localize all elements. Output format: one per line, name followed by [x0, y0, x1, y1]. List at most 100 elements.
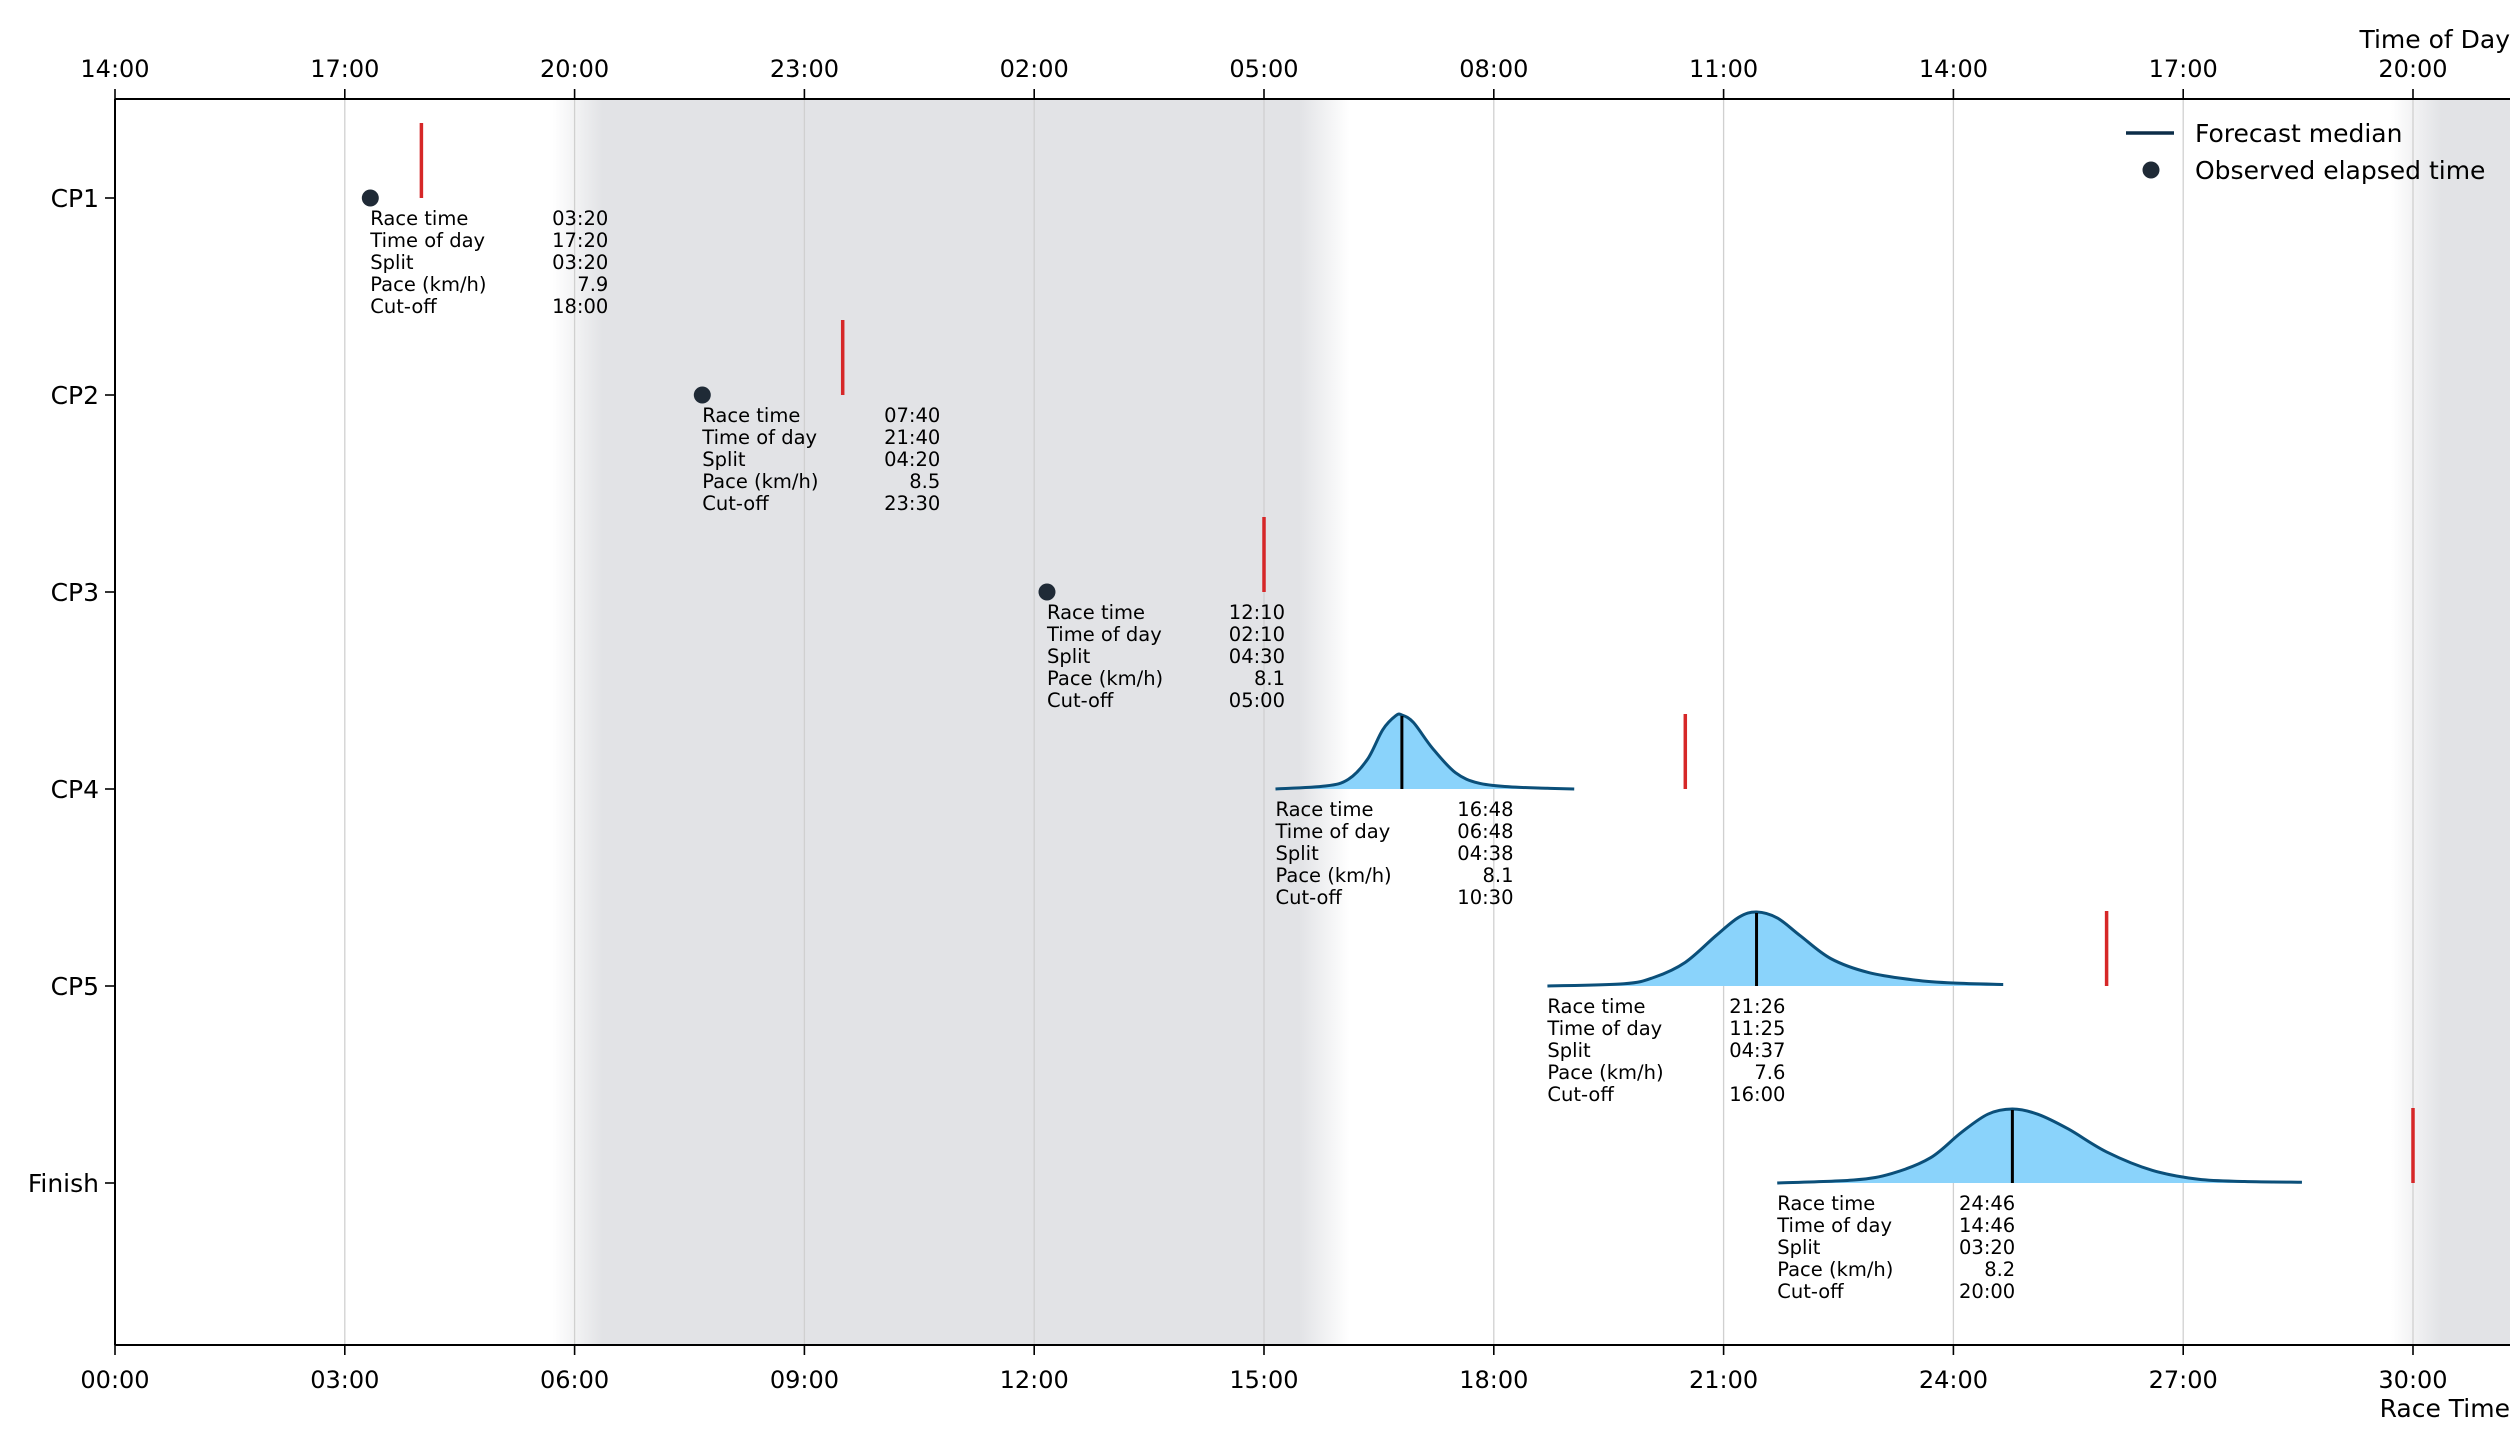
- annotation-field-label: Time of day: [701, 426, 817, 449]
- annotation-field-value: 14:46: [1959, 1214, 2015, 1237]
- annotation-field-label: Pace (km/h): [1777, 1258, 1893, 1281]
- annotation-field-value: 03:20: [1959, 1236, 2015, 1259]
- night-shading-layer: [552, 99, 2510, 1345]
- annotation-field-label: Time of day: [1776, 1214, 1892, 1237]
- checkpoint-annotation: Race time 07:40 Time of day 21:40 Split 04:20…: [701, 404, 940, 515]
- forecast-distribution-curve: [1275, 712, 1575, 791]
- bottom-tick-label: 27:00: [2149, 1366, 2218, 1394]
- top-tick-label: 17:00: [2149, 55, 2218, 83]
- top-tick-label: 08:00: [1459, 55, 1528, 83]
- annotation-field-value: 12:10: [1229, 601, 1285, 624]
- top-tick-label: 23:00: [770, 55, 839, 83]
- annotation-field-label: Pace (km/h): [370, 273, 486, 296]
- annotation-field-label: Time of day: [369, 229, 485, 252]
- annotation-field-value: 24:46: [1959, 1192, 2015, 1215]
- checkpoint-annotation: Race time 12:10 Time of day 02:10 Split 04:30…: [1046, 601, 1285, 712]
- night-shading-band: [2391, 99, 2510, 1345]
- annotation-field-value: 7.9: [577, 273, 608, 296]
- checkpoint-annotation: Race time 21:26 Time of day 11:25 Split 04:37…: [1546, 995, 1785, 1106]
- annotation-field-value: 04:37: [1729, 1039, 1785, 1062]
- annotation-field-value: 07:40: [884, 404, 940, 427]
- annotation-field-label: Pace (km/h): [1547, 1061, 1663, 1084]
- night-shading-band: [552, 99, 1350, 1345]
- annotation-field-label: Time of day: [1546, 1017, 1662, 1040]
- annotation-field-label: Race time: [1275, 798, 1373, 821]
- annotation-field-value: 06:48: [1457, 820, 1513, 843]
- annotation-field-label: Race time: [1547, 995, 1645, 1018]
- annotation-field-value: 02:10: [1229, 623, 1285, 646]
- annotation-field-value: 20:00: [1959, 1280, 2015, 1303]
- observed-point: [693, 386, 711, 404]
- annotation-field-label: Cut-off: [702, 492, 769, 515]
- observed-point: [361, 189, 379, 207]
- top-tick-label: 14:00: [1919, 55, 1988, 83]
- annotation-field-value: 23:30: [884, 492, 940, 515]
- top-tick-label: 14:00: [80, 55, 149, 83]
- annotation-field-value: 16:48: [1457, 798, 1513, 821]
- annotation-field-value: 05:00: [1229, 689, 1285, 712]
- axes-layer: 00:00 03:00 06:00 09:00 12:00 15:00 18:00 21:00…: [80, 25, 2510, 1423]
- forecast-distribution-area: [1777, 1109, 2302, 1183]
- checkpoint-label: CP2: [51, 381, 99, 410]
- legend: Forecast median Observed elapsed time: [2126, 119, 2485, 185]
- checkpoint-row: CP5 Race time 21:26 Time of day 11:25 Split 04…: [51, 910, 2109, 1106]
- annotation-field-value: 03:20: [552, 207, 608, 230]
- checkpoint-row: CP2 Race time 07:40 Time of day 21:40 Split 04…: [51, 320, 940, 515]
- annotation-field-label: Pace (km/h): [1047, 667, 1163, 690]
- legend-label: Forecast median: [2195, 119, 2402, 148]
- checkpoint-rows-layer: CP1 Race time 03:20 Time of day 17:20 Split 03…: [28, 123, 2415, 1303]
- bottom-tick-label: 18:00: [1459, 1366, 1528, 1394]
- annotation-field-label: Split: [1547, 1039, 1591, 1062]
- annotation-field-label: Cut-off: [1547, 1083, 1614, 1106]
- checkpoint-label: CP4: [51, 775, 99, 804]
- annotation-field-label: Cut-off: [1047, 689, 1114, 712]
- top-axis-title: Time of Day: [2358, 25, 2510, 54]
- checkpoint-label: Finish: [28, 1169, 99, 1198]
- annotation-field-label: Race time: [1047, 601, 1145, 624]
- bottom-tick-label: 21:00: [1689, 1366, 1758, 1394]
- annotation-field-label: Race time: [702, 404, 800, 427]
- annotation-field-label: Cut-off: [1777, 1280, 1844, 1303]
- annotation-field-value: 10:30: [1457, 886, 1513, 909]
- annotation-field-value: 8.1: [1254, 667, 1285, 690]
- checkpoint-annotation: Race time 03:20 Time of day 17:20 Split 03:20…: [369, 207, 608, 318]
- checkpoint-annotation: Race time 16:48 Time of day 06:48 Split 04:38…: [1274, 798, 1513, 909]
- legend-label: Observed elapsed time: [2195, 156, 2485, 185]
- annotation-field-label: Pace (km/h): [702, 470, 818, 493]
- annotation-field-label: Time of day: [1046, 623, 1162, 646]
- annotation-field-value: 03:20: [552, 251, 608, 274]
- forecast-distribution-curve: [1777, 1107, 2302, 1185]
- top-tick-label: 05:00: [1229, 55, 1298, 83]
- annotation-field-label: Race time: [1777, 1192, 1875, 1215]
- legend-swatch-dot: [2142, 161, 2160, 179]
- annotation-field-label: Split: [1275, 842, 1319, 865]
- annotation-field-label: Split: [370, 251, 414, 274]
- bottom-tick-label: 12:00: [1000, 1366, 1069, 1394]
- forecast-distribution-area: [1275, 714, 1575, 789]
- top-tick-label: 20:00: [540, 55, 609, 83]
- checkpoint-row: Finish Race time 24:46 Time of day 14:46 Spli…: [28, 1107, 2415, 1303]
- checkpoint-label: CP3: [51, 578, 99, 607]
- forecast-distribution-area: [1547, 911, 2004, 986]
- annotation-field-label: Pace (km/h): [1275, 864, 1391, 887]
- bottom-axis-title: Race Time: [2380, 1394, 2510, 1423]
- bottom-tick-label: 06:00: [540, 1366, 609, 1394]
- annotation-field-label: Split: [1047, 645, 1091, 668]
- annotation-field-label: Split: [1777, 1236, 1821, 1259]
- top-tick-label: 02:00: [1000, 55, 1069, 83]
- checkpoint-row: CP4 Race time 16:48 Time of day 06:48 Split 04…: [51, 712, 1688, 909]
- checkpoint-label: CP1: [51, 184, 99, 213]
- bottom-tick-label: 00:00: [80, 1366, 149, 1394]
- annotation-field-label: Cut-off: [370, 295, 437, 318]
- checkpoint-row: CP3 Race time 12:10 Time of day 02:10 Split 04…: [51, 517, 1285, 712]
- annotation-field-value: 7.6: [1754, 1061, 1785, 1084]
- observed-point: [1038, 583, 1056, 601]
- checkpoint-annotation: Race time 24:46 Time of day 14:46 Split 03:20…: [1776, 1192, 2015, 1303]
- top-tick-label: 20:00: [2378, 55, 2447, 83]
- annotation-field-value: 04:38: [1457, 842, 1513, 865]
- checkpoint-row: CP1 Race time 03:20 Time of day 17:20 Split 03…: [51, 123, 608, 318]
- annotation-field-value: 8.2: [1984, 1258, 2015, 1281]
- gridline-layer: [114, 99, 2414, 1345]
- bottom-tick-label: 09:00: [770, 1366, 839, 1394]
